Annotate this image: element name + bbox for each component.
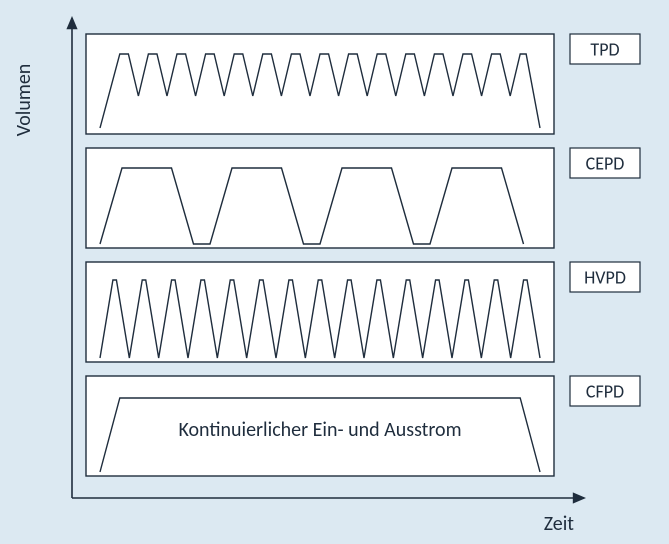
label-text-cepd: CEPD [586, 152, 625, 174]
label-text-tpd: TPD [590, 38, 619, 60]
label-text-cfpd: CFPD [586, 380, 624, 402]
diagram-svg: Volumen Zeit TPD CEPD HVPD CFPD Kontinuierlich… [0, 0, 669, 544]
panel-cepd [86, 148, 554, 248]
caption-cfpd: Kontinuierlicher Ein- und Ausstrom [178, 418, 461, 442]
diagram-canvas: Volumen Zeit TPD CEPD HVPD CFPD Kontinuierlich… [0, 0, 669, 544]
x-axis-label: Zeit [544, 512, 575, 536]
label-text-hvpd: HVPD [584, 266, 626, 288]
y-axis-label: Volumen [12, 64, 36, 137]
